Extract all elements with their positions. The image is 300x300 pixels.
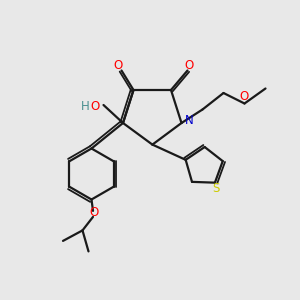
Text: N: N xyxy=(184,114,194,127)
Text: O: O xyxy=(114,58,123,72)
Text: S: S xyxy=(213,182,220,195)
Text: O: O xyxy=(240,90,249,104)
Text: O: O xyxy=(89,206,98,219)
Text: H: H xyxy=(81,100,90,113)
Text: O: O xyxy=(184,58,194,72)
Text: O: O xyxy=(91,100,100,113)
